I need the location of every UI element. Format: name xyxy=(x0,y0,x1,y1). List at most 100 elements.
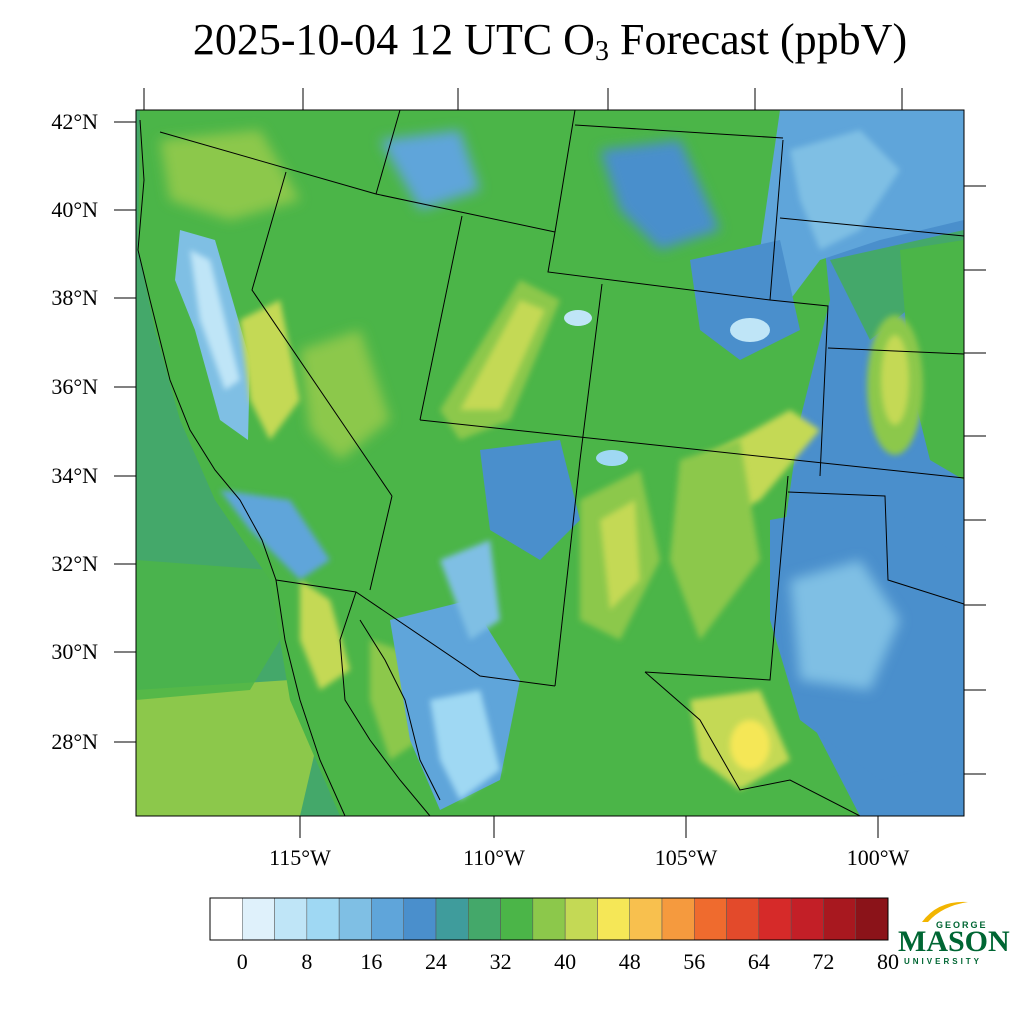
lat-label-36: 36°N xyxy=(51,374,98,399)
colorado-light xyxy=(730,318,770,342)
central-valley-light xyxy=(190,250,240,390)
right-ticks xyxy=(964,185,986,775)
colorbar-swatch xyxy=(661,897,695,941)
colorbar-tick-label: 24 xyxy=(425,949,447,974)
ozone-field xyxy=(136,110,964,816)
colorbar-swatch xyxy=(532,897,566,941)
lat-label-40: 40°N xyxy=(51,197,98,222)
colorbar-swatch xyxy=(597,897,630,941)
az-ut-nm-border xyxy=(419,419,964,479)
az-nm-border xyxy=(554,459,581,687)
colorbar-swatch xyxy=(855,897,889,941)
sonora-light xyxy=(430,690,500,800)
title-suffix: Forecast (ppbV) xyxy=(608,15,908,64)
or-id-border xyxy=(159,131,377,195)
co-ks-border xyxy=(769,299,829,477)
texas-light xyxy=(790,560,900,690)
nm-light xyxy=(596,450,628,466)
wy-north-border xyxy=(574,124,784,139)
title-subscript: 3 xyxy=(594,36,609,67)
boundaries xyxy=(137,110,964,816)
coastline xyxy=(137,119,346,816)
logo-university-text: UNIVERSITY xyxy=(904,957,983,966)
lon-label-110w: 110°W xyxy=(463,845,525,870)
oregon-high xyxy=(160,130,300,220)
colorbar-swatch xyxy=(435,897,469,941)
plains-east-green xyxy=(900,240,964,480)
baja-high xyxy=(300,580,350,690)
arizona-blue xyxy=(480,440,580,560)
colorbar-tick-label: 40 xyxy=(554,949,577,974)
kansas-high-inner xyxy=(881,335,909,425)
chihuahua-peak xyxy=(730,720,770,770)
nm-high-inner xyxy=(600,500,640,610)
colorbar-swatch xyxy=(306,897,340,941)
nv-ut-border xyxy=(419,215,463,421)
socal-blue xyxy=(220,490,330,580)
lat-label-30: 30°N xyxy=(51,639,98,664)
nv-id-ut-border xyxy=(375,193,556,233)
wyoming-blue xyxy=(600,140,720,250)
left-ticks xyxy=(114,121,136,743)
nm-east-high xyxy=(670,440,760,640)
george-mason-logo: GEORGE MASON UNIVERSITY xyxy=(898,894,1010,974)
wy-east-border xyxy=(769,139,784,301)
colorbar-tick-label: 0 xyxy=(236,949,248,974)
colorbar-swatch xyxy=(726,897,760,941)
lon-label-100w: 100°W xyxy=(846,845,910,870)
colorbar-tick-label: 80 xyxy=(877,949,899,974)
map-title: 2025-10-04 12 UTC O3 Forecast (ppbV) xyxy=(0,10,1024,82)
colorbar-swatch xyxy=(500,897,534,941)
lat-label-38: 38°N xyxy=(51,285,98,310)
logo-swoosh-icon xyxy=(922,901,968,922)
colorbar-tick-label: 72 xyxy=(812,949,835,974)
title-prefix: 2025-10-04 12 UTC O xyxy=(192,15,595,64)
lon-label-105w: 105°W xyxy=(654,845,718,870)
colorbar-swatch xyxy=(209,897,243,941)
colorbar-swatch xyxy=(403,897,437,941)
colorbar-swatch xyxy=(790,897,824,941)
co-ut-border xyxy=(579,283,603,461)
colorbar-swatch xyxy=(371,897,404,941)
bottom-ticks xyxy=(299,816,879,838)
nevada-high xyxy=(300,330,390,460)
colorbar-swatch xyxy=(564,897,598,941)
lat-label-32: 32°N xyxy=(51,551,98,576)
colorbar-swatch xyxy=(694,897,727,941)
baja-south-high xyxy=(370,640,420,760)
ks-ok-border xyxy=(827,347,964,355)
ok-tx-border xyxy=(787,491,964,605)
colorbar-frame xyxy=(209,897,889,941)
arizona-south-light xyxy=(440,540,500,640)
colorbar-swatch xyxy=(338,897,372,941)
colorbar-swatch xyxy=(468,897,501,941)
sierra-high xyxy=(240,300,300,440)
colorbar-tick-label: 48 xyxy=(618,949,641,974)
utah-high-inner xyxy=(460,300,545,410)
pacific-south-field xyxy=(136,680,320,816)
logo-mason-text: MASON xyxy=(898,925,1010,958)
gulf-coast-east xyxy=(359,619,441,801)
ut-wy-west xyxy=(554,110,576,233)
northern-plains-light xyxy=(790,130,900,250)
nm-tx-border xyxy=(644,475,789,681)
colorbar-swatch xyxy=(274,897,308,941)
ca-nv-border xyxy=(251,171,393,497)
colorbar-tick-label: 16 xyxy=(360,949,383,974)
map-frame xyxy=(135,109,965,817)
colorbar-swatch xyxy=(629,897,663,941)
gulf-coast-west xyxy=(339,591,431,816)
top-ticks xyxy=(143,88,903,110)
colorbar-tick-label: 32 xyxy=(489,949,512,974)
colorbar-tick-label: 64 xyxy=(747,949,770,974)
colorbar xyxy=(209,897,889,941)
id-north-border xyxy=(375,110,401,195)
colorbar-swatch xyxy=(758,897,792,941)
logo-george-text: GEORGE xyxy=(936,920,988,930)
lat-label-42: 42°N xyxy=(51,109,98,134)
lat-label-28: 28°N xyxy=(51,729,98,754)
colorbar-swatch xyxy=(242,897,275,941)
lat-label-34: 34°N xyxy=(51,463,98,488)
idaho-blue xyxy=(380,130,480,210)
